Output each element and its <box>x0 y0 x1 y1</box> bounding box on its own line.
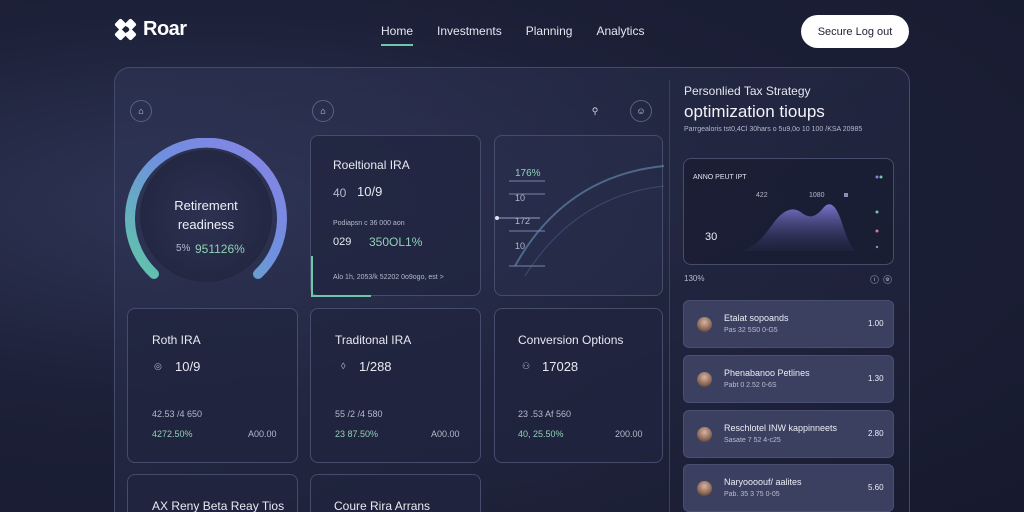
info-icon[interactable]: i <box>870 275 879 284</box>
card-sub: 42.53 /4 650 <box>152 409 203 419</box>
logo-mark-icon <box>114 17 139 41</box>
logout-button[interactable]: Secure Log out <box>801 15 909 48</box>
mini-label-1: 176% <box>515 168 541 179</box>
card-small-text: Podiapsn c 36 000 aon <box>333 220 405 227</box>
nav-item-home[interactable]: Home <box>381 24 414 46</box>
beta-ratios-card[interactable]: AX Reny Beta Reay Tios <box>127 474 298 512</box>
list-item-title: Naryoooouf/ aalites <box>724 477 802 487</box>
nav-item-planning[interactable]: Planning <box>525 24 573 38</box>
strategy-y-value: 30 <box>705 231 718 243</box>
traditional-ira-card[interactable]: Traditonal IRA ◊ 1/288 55 /2 /4 580 23 8… <box>310 308 481 463</box>
mini-label-3: 172 <box>515 216 531 226</box>
gauge-title: Retirement readiness <box>150 196 262 234</box>
settings-icon[interactable]: ⚙ <box>883 275 892 284</box>
card-prefix2: 029 <box>333 236 352 248</box>
card-title: AX Reny Beta Reay Tios <box>152 499 285 512</box>
list-item-value: 2.80 <box>868 429 884 438</box>
card-value2: 350OL1% <box>369 235 423 249</box>
card-title: Roeltional IRA <box>333 158 410 172</box>
strategy-peak2: 1080 <box>809 192 825 199</box>
card-right-value: 200.00 <box>615 429 643 439</box>
strategy-heading: optimization tioups <box>684 102 825 121</box>
card-pct: 23 87.50% <box>335 429 379 439</box>
gauge-title-line1: Retirement <box>174 198 238 213</box>
card-sub: 23 .53 Af 560 <box>518 409 572 419</box>
strategy-area-chart <box>742 175 883 251</box>
card-pct: 4272.50% <box>152 429 193 439</box>
list-item-title: Etalat sopoands <box>724 313 789 323</box>
list-item[interactable]: Phenabanoo Petlines Pabt 0 2.52 0-6S 1.3… <box>683 355 894 403</box>
conversion-options-card[interactable]: Conversion Options ⚇ 17028 23 .53 Af 560… <box>494 308 663 463</box>
list-item-sub: Sasate 7 52 4-c25 <box>724 437 781 444</box>
home-icon[interactable]: ⌂ <box>130 100 152 122</box>
card-icon: ◊ <box>341 361 346 371</box>
mini-label-2: 10 <box>515 193 526 203</box>
pin-icon[interactable]: ⚲ <box>591 105 599 116</box>
list-item-sub: Pabt 0 2.52 0-6S <box>724 382 777 389</box>
logo[interactable]: Roar <box>114 17 187 41</box>
card-right-value: A00.00 <box>431 429 460 439</box>
mini-chart-svg <box>495 165 664 277</box>
card-title: Coure Rira Arrans <box>334 499 431 512</box>
card-right-value: A00.00 <box>248 429 277 439</box>
card-icon: ⚇ <box>522 361 531 371</box>
strategy-chart-card[interactable]: ANNO PEUT IPT 422 1080 30 <box>683 158 894 265</box>
user-icon[interactable]: ☺ <box>630 100 652 122</box>
card-value: 1/288 <box>359 359 392 374</box>
list-item[interactable]: Reschlotel INW kappinneets Sasate 7 52 4… <box>683 410 894 458</box>
card-sub: 55 /2 /4 580 <box>335 409 383 419</box>
traditional-ira-summary-card[interactable]: Roeltional IRA 40 10/9 Podiapsn c 36 000… <box>310 135 481 297</box>
card-accent-line <box>311 256 313 296</box>
roth-ira-card[interactable]: Roth IRA ◎ 10/9 42.53 /4 650 4272.50% A0… <box>127 308 298 463</box>
retirement-gauge <box>125 138 287 282</box>
list-item-sub: Pab. 35 3 75 0-05 <box>724 491 780 498</box>
strategy-chart-label: ANNO PEUT IPT <box>693 174 747 181</box>
list-item[interactable]: Etalat sopoands Pas 32 5S0 0-G5 1.00 <box>683 300 894 348</box>
home-icon-secondary[interactable]: ⌂ <box>312 100 334 122</box>
roth-ira-arrangements-card[interactable]: Coure Rira Arrans <box>310 474 481 512</box>
list-item-value: 5.60 <box>868 483 884 492</box>
list-item-title: Reschlotel INW kappinneets <box>724 423 838 433</box>
card-icon: ◎ <box>154 361 162 371</box>
strategy-subtext: Parrgealoris tst0,4Cl 30hars o 5u9,0o 10… <box>684 126 863 133</box>
card-value: 10/9 <box>175 359 201 374</box>
avatar <box>697 481 712 496</box>
card-footer: Alo 1h, 2053/k 52202 0o9ogo, est > <box>333 274 444 281</box>
card-prefix: 40 <box>333 186 347 200</box>
list-item-title: Phenabanoo Petlines <box>724 368 810 378</box>
strategy-pct: 130% <box>684 274 705 283</box>
card-title: Conversion Options <box>518 333 624 347</box>
card-value: 17028 <box>542 359 579 374</box>
strategy-heading-small: Personlied Tax Strategy <box>684 84 811 98</box>
avatar <box>697 317 712 332</box>
mini-label-4: 10 <box>515 241 526 251</box>
gauge-title-line2: readiness <box>177 217 235 232</box>
card-title: Roth IRA <box>152 333 201 347</box>
logo-text: Roar <box>143 18 187 40</box>
list-item-value: 1.00 <box>868 319 884 328</box>
gauge-value: 951126% <box>195 242 245 256</box>
main-nav: Home Investments Planning Analytics <box>381 24 644 46</box>
list-item-sub: Pas 32 5S0 0-G5 <box>724 327 778 334</box>
avatar <box>697 427 712 442</box>
gauge-prefix: 5% <box>176 243 191 254</box>
nav-item-investments[interactable]: Investments <box>437 24 502 38</box>
card-title: Traditonal IRA <box>335 333 412 347</box>
card-value: 10/9 <box>357 184 383 199</box>
avatar <box>697 372 712 387</box>
strategy-peak1: 422 <box>756 192 768 199</box>
list-item[interactable]: Naryoooouf/ aalites Pab. 35 3 75 0-05 5.… <box>683 464 894 512</box>
top-bar: Roar Home Investments Planning Analytics… <box>0 0 1024 64</box>
card-accent-underline <box>311 295 371 297</box>
nav-item-analytics[interactable]: Analytics <box>596 24 645 38</box>
panel-divider <box>669 80 670 512</box>
mini-chart-card[interactable]: 176% 10 172 10 <box>494 135 664 296</box>
list-item-value: 1.30 <box>868 374 884 383</box>
card-pct: 40, 25.50% <box>518 429 564 439</box>
gauge-arc <box>125 138 287 279</box>
